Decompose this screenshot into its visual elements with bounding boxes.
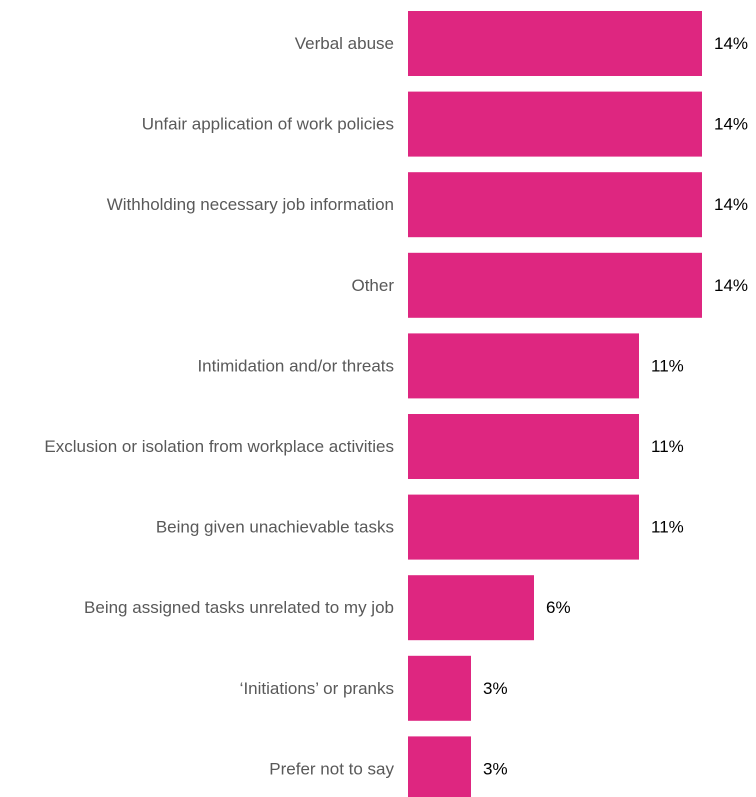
- category-label: Withholding necessary job information: [107, 195, 394, 214]
- bar: [408, 736, 471, 797]
- bar: [408, 414, 639, 479]
- category-label: Prefer not to say: [269, 759, 394, 778]
- bar-row: Withholding necessary job information 14%: [107, 172, 748, 238]
- bar-row: Unfair application of work policies 14%: [142, 91, 748, 157]
- category-label: Intimidation and/or threats: [197, 356, 394, 375]
- value-label: 6%: [546, 598, 571, 617]
- bar-row: Exclusion or isolation from workplace ac…: [44, 414, 684, 479]
- bar-row: Prefer not to say 3%: [269, 736, 508, 797]
- value-label: 3%: [483, 759, 508, 778]
- value-label: 14%: [714, 195, 748, 214]
- bar: [408, 494, 639, 560]
- category-label: ‘Initiations’ or pranks: [240, 679, 394, 698]
- category-label: Unfair application of work policies: [142, 115, 394, 134]
- category-label: Other: [351, 276, 394, 295]
- bar: [408, 655, 471, 721]
- value-label: 14%: [714, 276, 748, 295]
- bar: [408, 11, 702, 76]
- category-label: Being assigned tasks unrelated to my job: [84, 598, 394, 617]
- category-label: Being given unachievable tasks: [156, 518, 394, 537]
- bar: [408, 575, 534, 641]
- value-label: 11%: [651, 518, 684, 537]
- bar-row: Intimidation and/or threats 11%: [197, 333, 684, 399]
- bar: [408, 333, 639, 399]
- value-label: 11%: [651, 356, 684, 375]
- value-label: 3%: [483, 679, 508, 698]
- bar-row: Other 14%: [351, 252, 748, 318]
- bar: [408, 91, 702, 157]
- bar-row: ‘Initiations’ or pranks 3%: [240, 655, 508, 721]
- category-label: Verbal abuse: [295, 34, 394, 53]
- value-label: 14%: [714, 34, 748, 53]
- bar: [408, 172, 702, 238]
- bar-row: Being given unachievable tasks 11%: [156, 494, 684, 560]
- bar-row: Verbal abuse 14%: [295, 11, 748, 76]
- value-label: 14%: [714, 115, 748, 134]
- category-label: Exclusion or isolation from workplace ac…: [44, 437, 394, 456]
- bar: [408, 252, 702, 318]
- value-label: 11%: [651, 437, 684, 456]
- bar-row: Being assigned tasks unrelated to my job…: [84, 575, 571, 641]
